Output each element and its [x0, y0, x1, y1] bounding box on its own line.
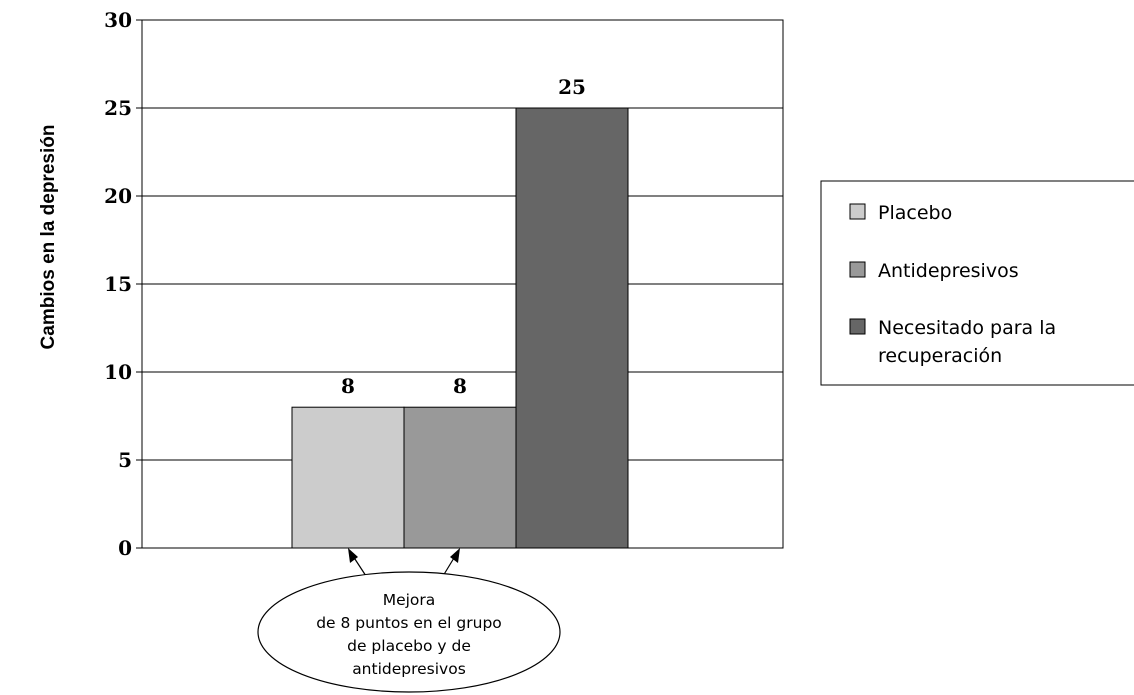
annotation-arrowhead-left [348, 548, 358, 563]
y-tick-label: 15 [104, 272, 132, 296]
y-tick-label: 30 [104, 8, 132, 32]
y-tick-label: 10 [104, 360, 132, 384]
annotation-ellipse [257, 571, 561, 693]
bars: 8 8 25 [291, 75, 629, 549]
legend-label-necesitado-line2: recuperación [878, 345, 1002, 367]
data-label-2: 8 [453, 374, 467, 398]
plot-border [141, 19, 784, 549]
legend-swatch-necesitado [849, 318, 866, 335]
legend-label-placebo: Placebo [878, 202, 952, 224]
legend-label-antidepresivos: Antidepresivos [878, 260, 1019, 282]
legend-box [820, 180, 1134, 386]
annotation-line-2: de 8 puntos en el grupo [316, 614, 502, 632]
bar-3 [515, 107, 629, 549]
legend-swatch-placebo [849, 203, 866, 220]
plot-area [141, 19, 784, 549]
annotation-line-1: Mejora [383, 591, 436, 609]
y-tick-label: 20 [104, 184, 132, 208]
y-axis-label: Cambios en la depresión [38, 125, 59, 350]
y-tick-label: 25 [104, 96, 132, 120]
bar-1 [291, 406, 405, 549]
y-axis-ticks: 0 5 10 15 20 25 30 [104, 8, 142, 560]
legend: Placebo Antidepresivos Necesitado para l… [820, 180, 1134, 386]
legend-label-necesitado-line1: Necesitado para la [878, 317, 1056, 339]
bar-2 [403, 406, 517, 549]
y-tick-label: 5 [118, 448, 132, 472]
annotation-line-4: antidepresivos [352, 660, 466, 678]
annotation-arrowhead-right [450, 548, 460, 563]
y-tick-label: 0 [118, 536, 132, 560]
data-label-3: 25 [558, 75, 586, 99]
data-label-1: 8 [341, 374, 355, 398]
annotation-callout: Mejora de 8 puntos en el grupo de placeb… [257, 548, 561, 693]
legend-swatch-antidepresivos [849, 261, 866, 278]
annotation-line-3: de placebo y de [347, 637, 471, 655]
